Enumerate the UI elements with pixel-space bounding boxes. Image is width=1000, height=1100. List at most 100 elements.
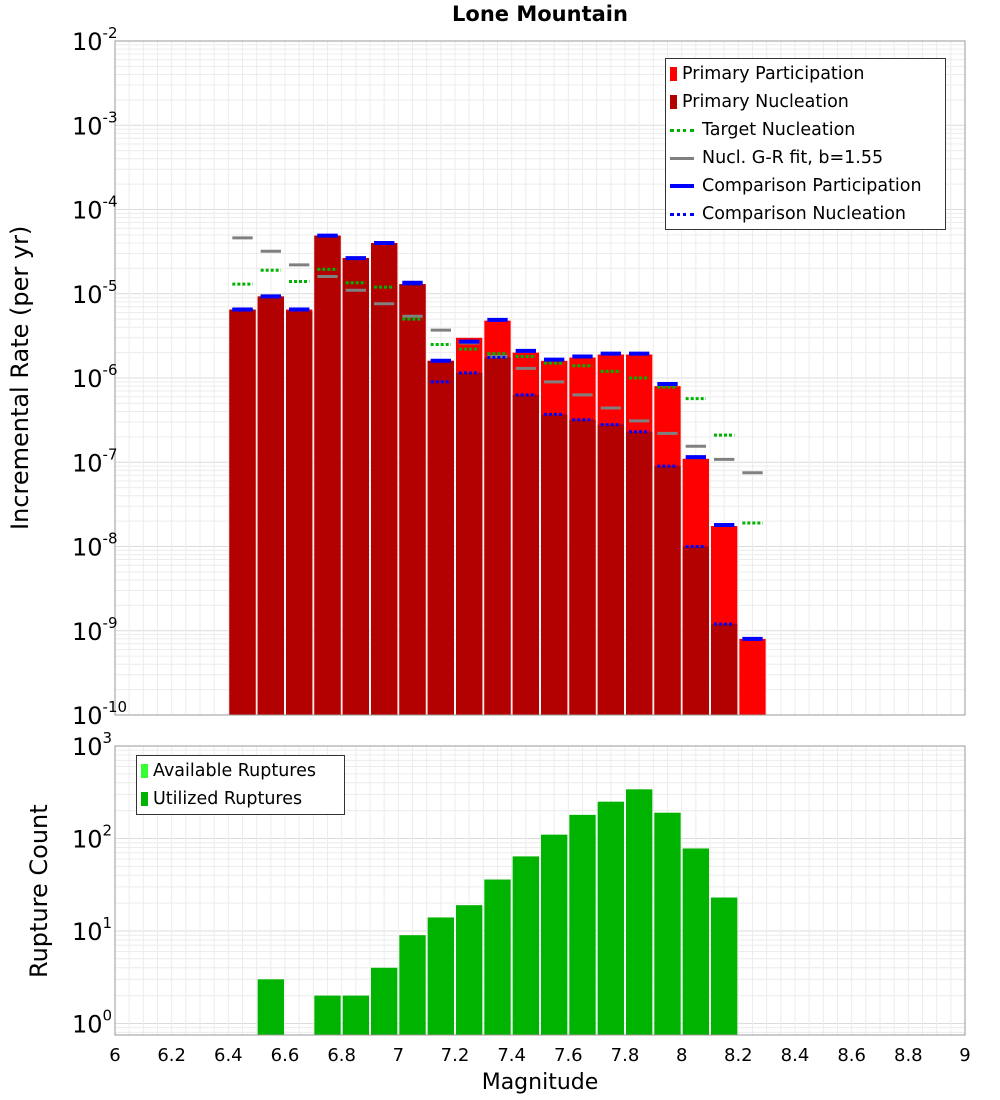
bar <box>626 431 653 715</box>
legend-label: Comparison Participation <box>702 176 922 196</box>
x-tick-label: 7.6 <box>554 1045 583 1066</box>
legend-swatch-box <box>141 764 148 778</box>
legend-item: Comparison Participation <box>667 172 945 200</box>
legend-swatch-line <box>670 156 694 160</box>
bar <box>541 834 568 1035</box>
x-tick-label: 8.2 <box>724 1045 753 1066</box>
legend-label: Target Nucleation <box>702 120 856 140</box>
x-tick-label: 8.8 <box>894 1045 923 1066</box>
bar <box>512 856 539 1035</box>
legend-label: Available Ruptures <box>153 761 316 781</box>
top-lines <box>232 233 763 641</box>
bar <box>711 624 738 715</box>
bar <box>399 284 426 715</box>
bar <box>371 243 398 716</box>
bar <box>314 995 341 1035</box>
bottom-bars <box>257 789 738 1035</box>
bar <box>654 812 681 1035</box>
legend-label: Comparison Nucleation <box>702 204 907 224</box>
bottom-y-ticks: 100 101 102 103 <box>72 729 112 1038</box>
bottom-plot-frame <box>114 745 966 1036</box>
top-y-ticks: 10-10 10-9 10-8 10-7 10-6 10-5 10-4 10-3 10-2 <box>72 24 127 730</box>
x-tick-label: 7.4 <box>497 1045 526 1066</box>
bar <box>427 360 454 715</box>
legend-item: Utilized Ruptures <box>138 785 344 813</box>
top-legend: Primary Participation Primary Nucleation T… <box>665 58 946 230</box>
bar <box>456 372 483 715</box>
x-axis-label: Magnitude <box>481 1070 599 1095</box>
top-y-tick-label: 10-6 <box>72 361 118 393</box>
legend-label: Nucl. G-R fit, b=1.55 <box>702 148 884 168</box>
bar <box>682 546 709 715</box>
legend-item: Primary Nucleation <box>667 88 945 116</box>
bottom-legend: Available Ruptures Utilized Ruptures <box>136 755 345 815</box>
chart-title: Lone Mountain <box>452 2 628 26</box>
top-y-tick-label: 10-3 <box>72 108 118 140</box>
x-tick-label: 8.6 <box>837 1045 866 1066</box>
top-y-tick-label: 10-2 <box>72 24 118 56</box>
legend-swatch-line <box>670 212 694 216</box>
x-tick-label: 6 <box>109 1045 120 1066</box>
bar <box>484 879 511 1035</box>
bar <box>569 814 596 1035</box>
bar <box>541 414 568 715</box>
legend-label: Utilized Ruptures <box>153 789 303 809</box>
bar <box>484 357 511 715</box>
x-tick-label: 7.8 <box>611 1045 640 1066</box>
bar <box>682 848 709 1035</box>
legend-label: Primary Participation <box>682 64 865 84</box>
top-y-tick-label: 10-9 <box>72 614 118 646</box>
legend-item: Available Ruptures <box>138 757 344 785</box>
bar <box>597 424 624 715</box>
bar <box>739 638 766 715</box>
bar <box>257 296 284 715</box>
bar <box>512 394 539 715</box>
bar <box>286 311 313 715</box>
legend-item: Primary Participation <box>667 60 945 88</box>
bar <box>711 897 738 1035</box>
bottom-y-tick-label: 102 <box>72 821 112 853</box>
legend-swatch-box <box>141 792 148 806</box>
bar <box>314 235 341 715</box>
legend-label: Primary Nucleation <box>682 92 849 112</box>
top-y-axis-label: Incremental Rate (per yr) <box>6 225 34 530</box>
legend-swatch-line <box>670 184 694 188</box>
top-y-tick-label: 10-10 <box>72 698 127 730</box>
x-tick-label: 8.4 <box>781 1045 810 1066</box>
x-tick-label: 9 <box>959 1045 970 1066</box>
bar <box>257 979 284 1035</box>
bar <box>626 789 653 1035</box>
x-tick-label: 7.2 <box>441 1045 470 1066</box>
top-y-tick-label: 10-7 <box>72 445 118 477</box>
legend-item: Comparison Nucleation <box>667 200 945 228</box>
top-plot-frame <box>114 40 966 716</box>
bottom-y-tick-label: 103 <box>72 729 112 761</box>
bottom-y-tick-label: 100 <box>72 1006 112 1038</box>
bar <box>456 905 483 1035</box>
legend-swatch-box <box>670 95 677 109</box>
top-y-tick-label: 10-5 <box>72 277 118 309</box>
x-tick-label: 7 <box>393 1045 404 1066</box>
bar <box>371 967 398 1035</box>
bar <box>229 309 256 715</box>
x-tick-label: 6.6 <box>271 1045 300 1066</box>
x-ticks: 6 6.2 6.4 6.6 6.8 7 7.2 7.4 7.6 7.8 8 8.2 8.4 8.6 8.8 9 <box>109 1045 970 1066</box>
bar <box>569 419 596 715</box>
bar <box>399 935 426 1035</box>
bottom-y-tick-label: 101 <box>72 914 112 946</box>
legend-item: Nucl. G-R fit, b=1.55 <box>667 144 945 172</box>
bar <box>342 258 369 715</box>
top-bars <box>229 235 766 716</box>
legend-swatch-box <box>670 67 677 81</box>
bar <box>654 466 681 715</box>
legend-item: Target Nucleation <box>667 116 945 144</box>
bar <box>597 801 624 1035</box>
x-tick-label: 8 <box>676 1045 687 1066</box>
bar <box>342 995 369 1035</box>
x-tick-label: 6.4 <box>214 1045 243 1066</box>
legend-swatch-line <box>670 128 694 132</box>
x-tick-label: 6.2 <box>157 1045 186 1066</box>
bottom-y-axis-label: Rupture Count <box>25 803 53 978</box>
top-y-tick-label: 10-4 <box>72 193 118 225</box>
